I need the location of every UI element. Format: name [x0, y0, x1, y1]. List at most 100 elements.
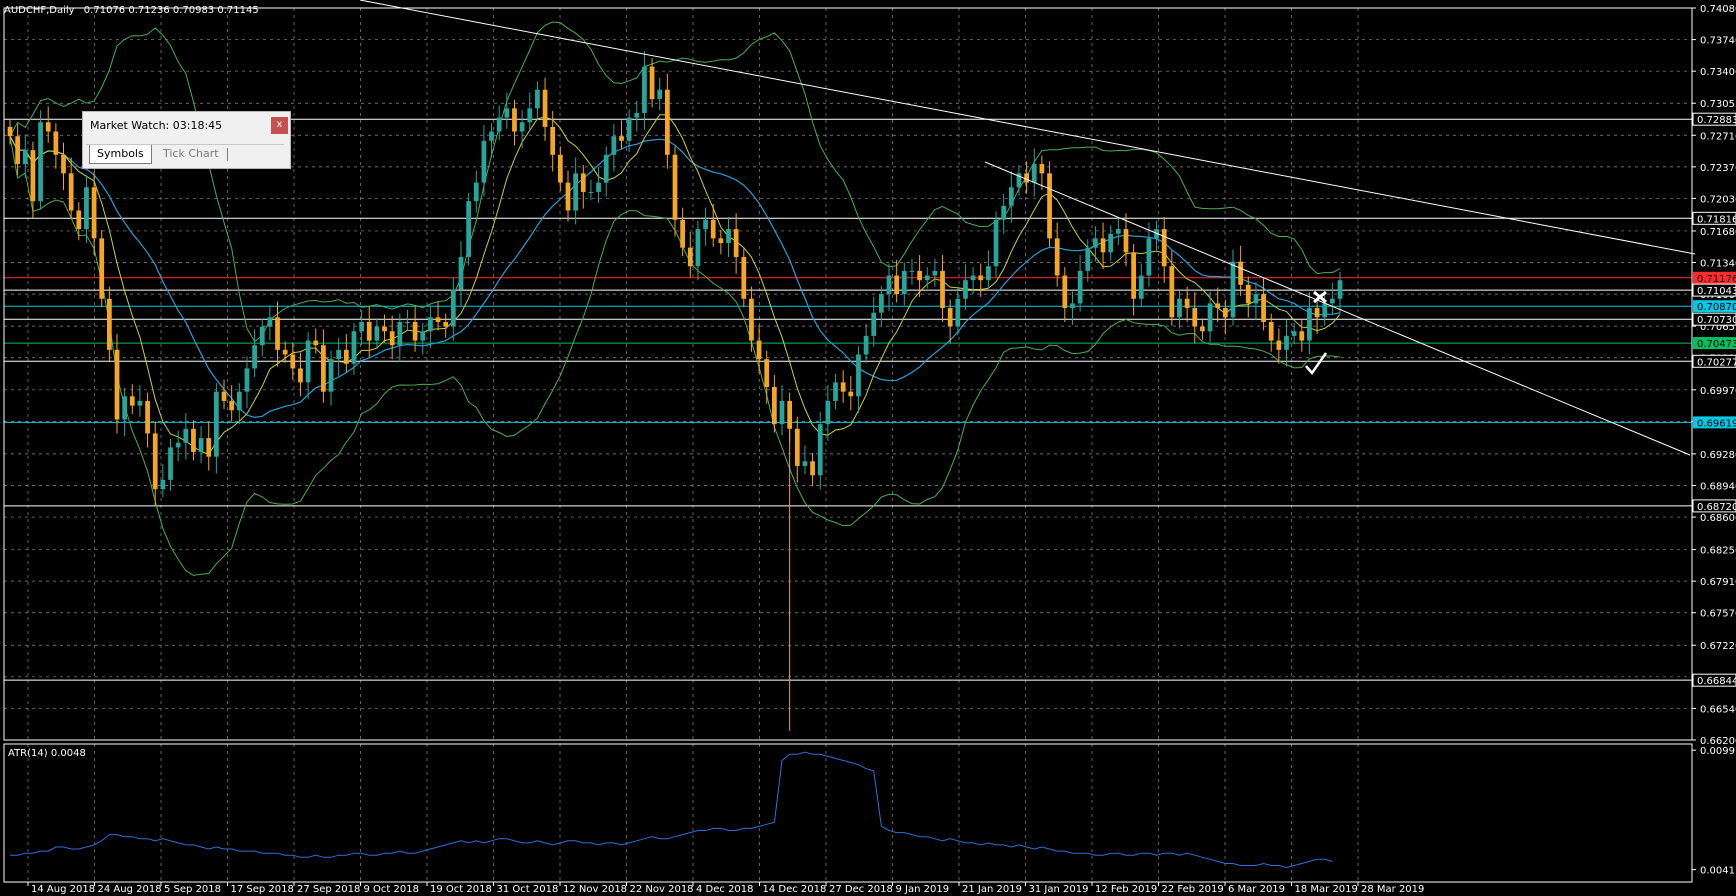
horizontal-levels [4, 118, 1692, 681]
candle-bear [550, 126, 556, 155]
time-tick-label: 6 Mar 2019 [1228, 884, 1285, 895]
candle-bull [405, 321, 410, 323]
candle-bear [7, 126, 13, 137]
candle-bear [275, 317, 280, 350]
candle-bear [1161, 229, 1167, 267]
candle-bull [535, 89, 540, 109]
candle-bear [15, 136, 21, 165]
candle-bull [1291, 331, 1297, 336]
candle-bear [129, 396, 135, 406]
candle-bull [1337, 280, 1343, 299]
check-marker-icon [1305, 352, 1328, 376]
level-price-box [1692, 112, 1736, 126]
candle-bear [1169, 266, 1175, 318]
trendline-lower[interactable] [984, 161, 1691, 456]
candle-bear [512, 108, 517, 132]
candle-bull [1253, 294, 1259, 304]
candle-bear [206, 438, 212, 457]
candle-bull [642, 66, 647, 113]
candle-bear [978, 275, 984, 281]
candle-bear [580, 173, 586, 192]
candle-bull [573, 173, 579, 211]
time-tick-label: 12 Nov 2018 [563, 884, 627, 895]
candle-bull [244, 368, 250, 392]
candle-bull [458, 256, 464, 290]
candle-bear [1238, 261, 1244, 285]
chart-header: AUDCHF,Daily 0.71076 0.71236 0.70983 0.7… [4, 5, 259, 16]
candle-bull [1016, 173, 1022, 188]
atr-panel-frame [3, 743, 1693, 883]
tab-symbols[interactable]: Symbols [89, 145, 152, 164]
market-watch-window[interactable]: Market Watch: 03:18:45 x Symbols Tick Ch… [82, 111, 291, 169]
time-tick-label: 22 Nov 2018 [630, 884, 694, 895]
candle-bear [794, 428, 800, 466]
candle-bear [389, 331, 395, 346]
candle-bear [764, 359, 770, 388]
time-tick-label: 5 Sep 2018 [164, 884, 221, 895]
time-tick-label: 22 Feb 2019 [1162, 884, 1224, 895]
candle-bull [473, 182, 479, 202]
candle-bull [963, 280, 968, 299]
level-price-label: 0.71816 [1697, 214, 1736, 225]
price-tick-label: 0.70655 [1700, 322, 1736, 333]
candle-bear [680, 219, 686, 248]
candle-bull [428, 317, 433, 332]
time-tick-label: 24 Aug 2018 [98, 884, 162, 895]
trend-lines[interactable] [359, 0, 1696, 456]
candle-bear [1024, 173, 1029, 183]
candle-bear [1299, 331, 1305, 341]
candle-bull [924, 275, 930, 281]
candle-bear [557, 154, 563, 183]
candle-bear [106, 298, 112, 350]
candle-bear [771, 387, 777, 425]
level-price-label: 0.72883 [1697, 115, 1736, 126]
trendline-upper[interactable] [359, 0, 1696, 255]
time-tick-label: 27 Sep 2018 [297, 884, 360, 895]
candle-bear [733, 229, 739, 257]
candle-bull [886, 275, 892, 295]
candle-bull [825, 400, 831, 425]
time-tick-label: 28 Mar 2019 [1361, 884, 1424, 895]
ohlc-label: 0.71076 0.71236 0.70983 0.71145 [84, 5, 259, 16]
candle-bear [1215, 303, 1221, 309]
arrow-marker-icon [1313, 290, 1327, 304]
candle-bull [603, 154, 609, 183]
candle-bear [435, 317, 441, 322]
candle-bear [1268, 321, 1274, 341]
candle-bear [672, 154, 678, 220]
candle-bear [756, 340, 762, 360]
candle-bull [1138, 275, 1144, 299]
market-watch-title: Market Watch: 03:18:45 [90, 119, 223, 132]
level-price-box [1692, 283, 1736, 297]
level-price-box [1693, 300, 1736, 313]
candle-bull [817, 424, 823, 476]
candle-bull [596, 182, 601, 192]
candle-bull [175, 442, 181, 448]
level-price-label: 0.71043 [1697, 286, 1736, 297]
symbol-label: AUDCHF,Daily [4, 5, 75, 16]
candle-bear [221, 391, 227, 401]
candle-bear [91, 187, 97, 239]
candle-bull [856, 354, 861, 397]
candle-bull [986, 266, 991, 281]
close-button[interactable]: x [271, 117, 288, 134]
level-price-box [1693, 416, 1736, 429]
candle-bear [619, 136, 624, 141]
candle-bull [374, 326, 380, 341]
candle-bull [863, 335, 869, 355]
chart-grid [4, 7, 1692, 882]
candle-bear [1245, 284, 1251, 304]
candle-bear [787, 400, 793, 429]
candle-bull [267, 317, 273, 327]
tab-tick-chart[interactable]: Tick Chart [163, 147, 219, 160]
candle-bear [443, 321, 449, 327]
